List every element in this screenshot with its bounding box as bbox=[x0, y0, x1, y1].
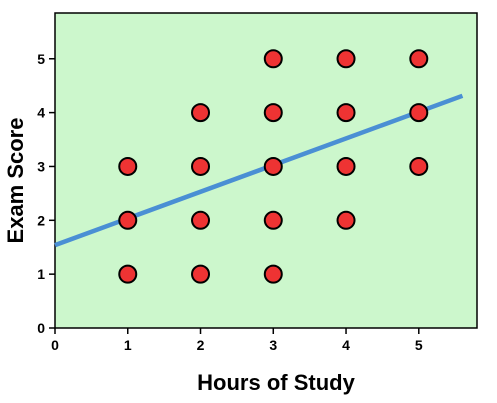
x-tick-label: 4 bbox=[342, 337, 350, 353]
data-points bbox=[118, 49, 429, 284]
data-point bbox=[409, 156, 429, 176]
y-tick-label: 5 bbox=[37, 51, 45, 67]
y-tick-label: 3 bbox=[37, 158, 45, 174]
data-point bbox=[263, 156, 283, 176]
data-point bbox=[191, 264, 211, 284]
data-point bbox=[336, 103, 356, 123]
data-point bbox=[263, 210, 283, 230]
y-axis-title: Exam Score bbox=[3, 118, 28, 244]
data-point bbox=[409, 49, 429, 69]
y-tick-label: 0 bbox=[37, 320, 45, 336]
y-tick-label: 2 bbox=[37, 212, 45, 228]
x-tick-label: 1 bbox=[124, 337, 132, 353]
data-point bbox=[336, 156, 356, 176]
data-point bbox=[263, 49, 283, 69]
x-tick-label: 5 bbox=[415, 337, 423, 353]
data-point bbox=[263, 103, 283, 123]
data-point bbox=[191, 156, 211, 176]
data-point bbox=[336, 210, 356, 230]
data-point bbox=[409, 103, 429, 123]
x-tick-label: 3 bbox=[269, 337, 277, 353]
data-point bbox=[336, 49, 356, 69]
x-axis-title: Hours of Study bbox=[197, 370, 355, 395]
axis-ticks: 0 1 2 3 4 5 0 1 2 3 4 5 bbox=[37, 51, 423, 353]
data-point bbox=[118, 156, 138, 176]
data-point bbox=[118, 264, 138, 284]
data-point bbox=[191, 210, 211, 230]
x-tick-label: 2 bbox=[197, 337, 205, 353]
x-tick-label: 0 bbox=[51, 337, 59, 353]
y-tick-label: 1 bbox=[37, 266, 45, 282]
data-point bbox=[191, 103, 211, 123]
y-tick-label: 4 bbox=[37, 105, 45, 121]
data-point bbox=[118, 210, 138, 230]
data-point bbox=[263, 264, 283, 284]
